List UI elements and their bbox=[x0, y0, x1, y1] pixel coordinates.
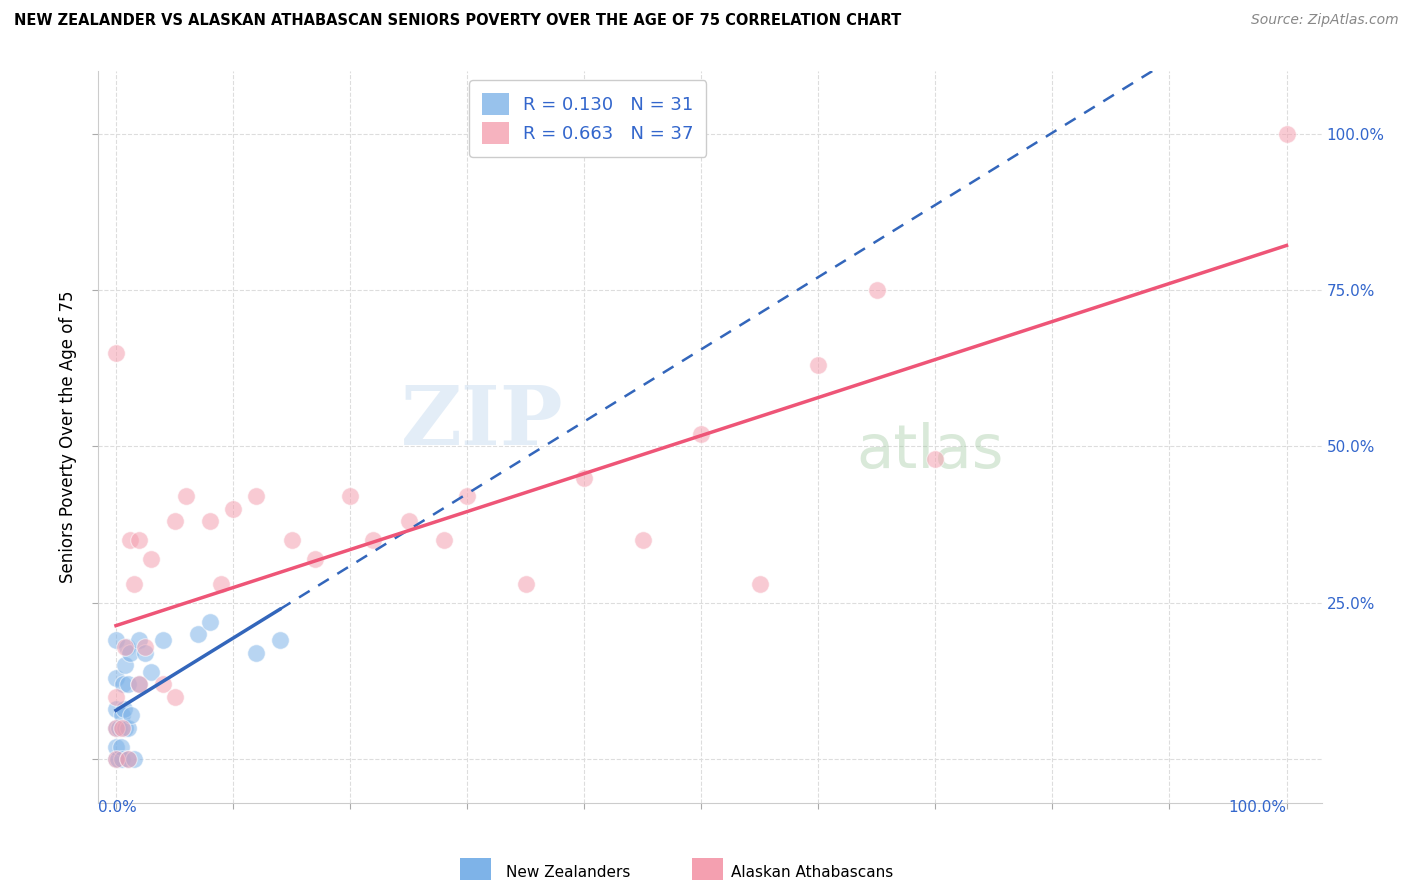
Point bbox=[245, 490, 267, 504]
Point bbox=[456, 490, 478, 504]
Point bbox=[114, 658, 136, 673]
Point bbox=[134, 640, 156, 654]
Point bbox=[139, 665, 162, 679]
Point bbox=[924, 452, 946, 467]
Point bbox=[122, 752, 145, 766]
Legend: R = 0.130   N = 31, R = 0.663   N = 37: R = 0.130 N = 31, R = 0.663 N = 37 bbox=[470, 80, 706, 157]
Point bbox=[118, 533, 141, 548]
Point bbox=[174, 490, 197, 504]
Point bbox=[104, 721, 127, 735]
Point bbox=[574, 471, 596, 485]
Point bbox=[245, 646, 267, 660]
Y-axis label: Seniors Poverty Over the Age of 75: Seniors Poverty Over the Age of 75 bbox=[59, 291, 77, 583]
Point bbox=[152, 677, 174, 691]
Point bbox=[631, 533, 654, 548]
Point bbox=[117, 752, 139, 766]
Point bbox=[112, 702, 135, 716]
Point bbox=[269, 633, 291, 648]
Point bbox=[128, 533, 150, 548]
Point bbox=[118, 646, 141, 660]
Point bbox=[115, 640, 138, 654]
Point bbox=[515, 577, 537, 591]
Point bbox=[198, 615, 221, 629]
Point bbox=[222, 502, 245, 516]
Point bbox=[111, 677, 134, 691]
Point bbox=[104, 345, 127, 359]
Point bbox=[807, 358, 830, 372]
Text: Alaskan Athabascans: Alaskan Athabascans bbox=[731, 865, 893, 880]
Point bbox=[117, 677, 139, 691]
Point bbox=[104, 702, 127, 716]
Text: ZIP: ZIP bbox=[401, 383, 564, 462]
Point bbox=[198, 515, 221, 529]
Point bbox=[209, 577, 232, 591]
Point bbox=[163, 515, 186, 529]
Point bbox=[110, 739, 132, 754]
Point bbox=[152, 633, 174, 648]
Point bbox=[114, 721, 136, 735]
Point bbox=[866, 283, 889, 297]
Point bbox=[134, 646, 156, 660]
Text: Source: ZipAtlas.com: Source: ZipAtlas.com bbox=[1251, 13, 1399, 28]
Point bbox=[104, 739, 127, 754]
Point bbox=[128, 677, 150, 691]
Point bbox=[128, 633, 150, 648]
Point bbox=[104, 752, 127, 766]
Point bbox=[398, 515, 420, 529]
Point bbox=[280, 533, 302, 548]
Point bbox=[363, 533, 385, 548]
Point bbox=[139, 552, 162, 566]
Point bbox=[111, 721, 134, 735]
Point bbox=[104, 633, 127, 648]
Point bbox=[187, 627, 209, 641]
Point bbox=[114, 640, 136, 654]
Point bbox=[122, 577, 145, 591]
Text: 0.0%: 0.0% bbox=[98, 799, 138, 814]
Point bbox=[1275, 127, 1298, 141]
Point bbox=[339, 490, 361, 504]
Point bbox=[433, 533, 456, 548]
Point bbox=[104, 690, 127, 704]
Point bbox=[117, 752, 139, 766]
Point bbox=[690, 426, 713, 441]
Point bbox=[117, 721, 139, 735]
Point bbox=[111, 708, 134, 723]
Text: atlas: atlas bbox=[856, 422, 1004, 481]
Point bbox=[104, 721, 127, 735]
Point bbox=[163, 690, 186, 704]
Point bbox=[120, 708, 142, 723]
Point bbox=[128, 677, 150, 691]
Point bbox=[104, 752, 127, 766]
Text: NEW ZEALANDER VS ALASKAN ATHABASCAN SENIORS POVERTY OVER THE AGE OF 75 CORRELATI: NEW ZEALANDER VS ALASKAN ATHABASCAN SENI… bbox=[14, 13, 901, 29]
Point bbox=[748, 577, 770, 591]
Point bbox=[108, 721, 131, 735]
Point bbox=[104, 671, 127, 685]
Point bbox=[107, 752, 129, 766]
Text: New Zealanders: New Zealanders bbox=[506, 865, 630, 880]
Point bbox=[111, 752, 134, 766]
Text: 100.0%: 100.0% bbox=[1229, 799, 1286, 814]
Point bbox=[304, 552, 326, 566]
